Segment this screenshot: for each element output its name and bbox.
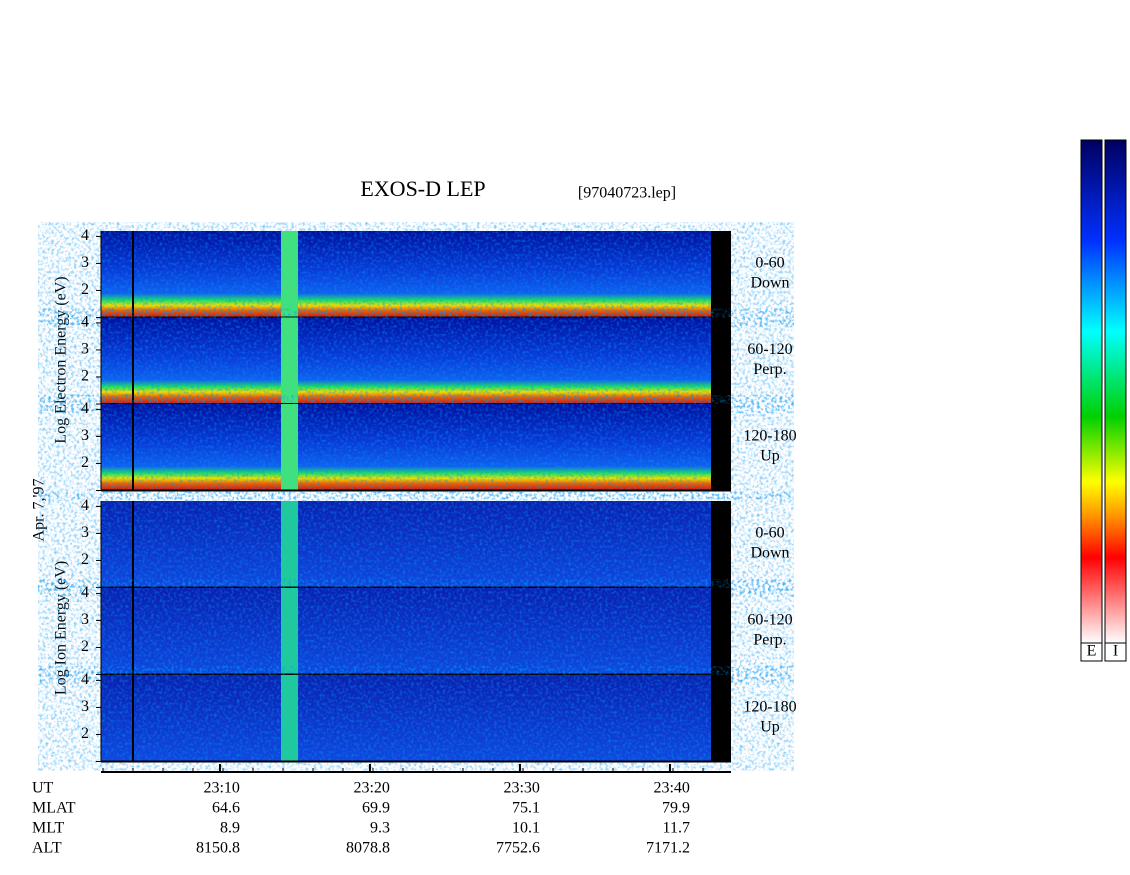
file-name: [97040723.lep] [578, 185, 676, 202]
row-label: MLT [32, 820, 65, 837]
ephemeris-value: 7752.6 [496, 840, 540, 857]
panel-direction: Perp. [753, 632, 786, 649]
colorbar [1080, 139, 1103, 644]
panel-angle: 120-180 [743, 699, 796, 716]
y-tick-label: 3 [81, 254, 89, 271]
y-tick-label: 3 [81, 341, 89, 358]
ephemeris-value: 8150.8 [196, 840, 240, 857]
y-tick-label: 2 [81, 638, 89, 655]
data-gap [281, 231, 298, 318]
row-label: MLAT [32, 800, 76, 817]
ephemeris-value: 7171.2 [646, 840, 690, 857]
x-tick-label: 23:20 [353, 780, 389, 797]
y-tick-label: 3 [81, 427, 89, 444]
data-gap [281, 501, 298, 588]
ephemeris-value: 11.7 [663, 820, 690, 837]
panel-angle: 120-180 [743, 428, 796, 445]
row-label: ALT [32, 840, 62, 857]
no-data [711, 231, 731, 318]
panel-direction: Up [760, 448, 780, 465]
ephemeris-value: 69.9 [362, 800, 390, 817]
no-data [711, 501, 731, 588]
x-tick-label: 23:30 [503, 780, 539, 797]
y-tick-label: 2 [81, 551, 89, 568]
panel-angle: 0-60 [755, 525, 784, 542]
spectrogram-noise [101, 231, 731, 318]
panel-angle: 60-120 [747, 341, 792, 358]
y-axis-label: Log Electron Energy (eV) [53, 276, 70, 443]
y-tick-label: 4 [81, 227, 89, 244]
spectrogram-noise [101, 317, 731, 404]
colorbar-label-box [1080, 642, 1103, 662]
data-gap [281, 317, 298, 404]
spectrogram-noise [101, 588, 731, 675]
panel-direction: Perp. [753, 361, 786, 378]
ephemeris-value: 8.9 [220, 820, 240, 837]
ephemeris-value: 9.3 [370, 820, 390, 837]
data-gap [281, 404, 298, 491]
panel-direction: Up [760, 719, 780, 736]
spectrogram-noise [101, 404, 731, 491]
no-data [711, 317, 731, 404]
y-tick-label: 4 [81, 400, 89, 417]
date: Apr. 7,'97 [31, 479, 48, 542]
no-data [711, 404, 731, 491]
no-data [711, 675, 731, 762]
y-tick-label: 2 [81, 725, 89, 742]
colorbar-label: I [1113, 643, 1118, 660]
ephemeris-value: 10.1 [512, 820, 540, 837]
y-tick-label: 4 [81, 314, 89, 331]
y-tick-label: 3 [81, 611, 89, 628]
panel-angle: 0-60 [755, 255, 784, 272]
data-gap [281, 675, 298, 762]
y-tick-label: 2 [81, 454, 89, 471]
colorbar-label-box [1104, 642, 1127, 662]
y-tick-label: 2 [81, 281, 89, 298]
y-tick-label: 4 [81, 671, 89, 688]
panel-direction: Down [750, 275, 789, 292]
ephemeris-value: 64.6 [212, 800, 240, 817]
spectrogram-noise [101, 501, 731, 588]
y-tick-label: 3 [81, 524, 89, 541]
panel-direction: Down [750, 545, 789, 562]
y-tick-label: 4 [81, 497, 89, 514]
ephemeris-value: 75.1 [512, 800, 540, 817]
title: EXOS-D LEP [360, 176, 485, 201]
x-tick-label: 23:40 [653, 780, 689, 797]
spectrogram-noise [101, 675, 731, 762]
y-tick-label: 4 [81, 584, 89, 601]
data-gap [281, 588, 298, 675]
y-axis-label: Log Ion Energy (eV) [53, 561, 70, 695]
colorbar-label: E [1087, 643, 1097, 660]
y-tick-label: 2 [81, 368, 89, 385]
no-data [711, 588, 731, 675]
row-label: UT [32, 780, 54, 797]
panel-angle: 60-120 [747, 612, 792, 629]
y-tick-label: 3 [81, 698, 89, 715]
ephemeris-value: 8078.8 [346, 840, 390, 857]
ephemeris-value: 79.9 [662, 800, 690, 817]
x-tick-label: 23:10 [203, 780, 239, 797]
colorbar [1104, 139, 1127, 644]
